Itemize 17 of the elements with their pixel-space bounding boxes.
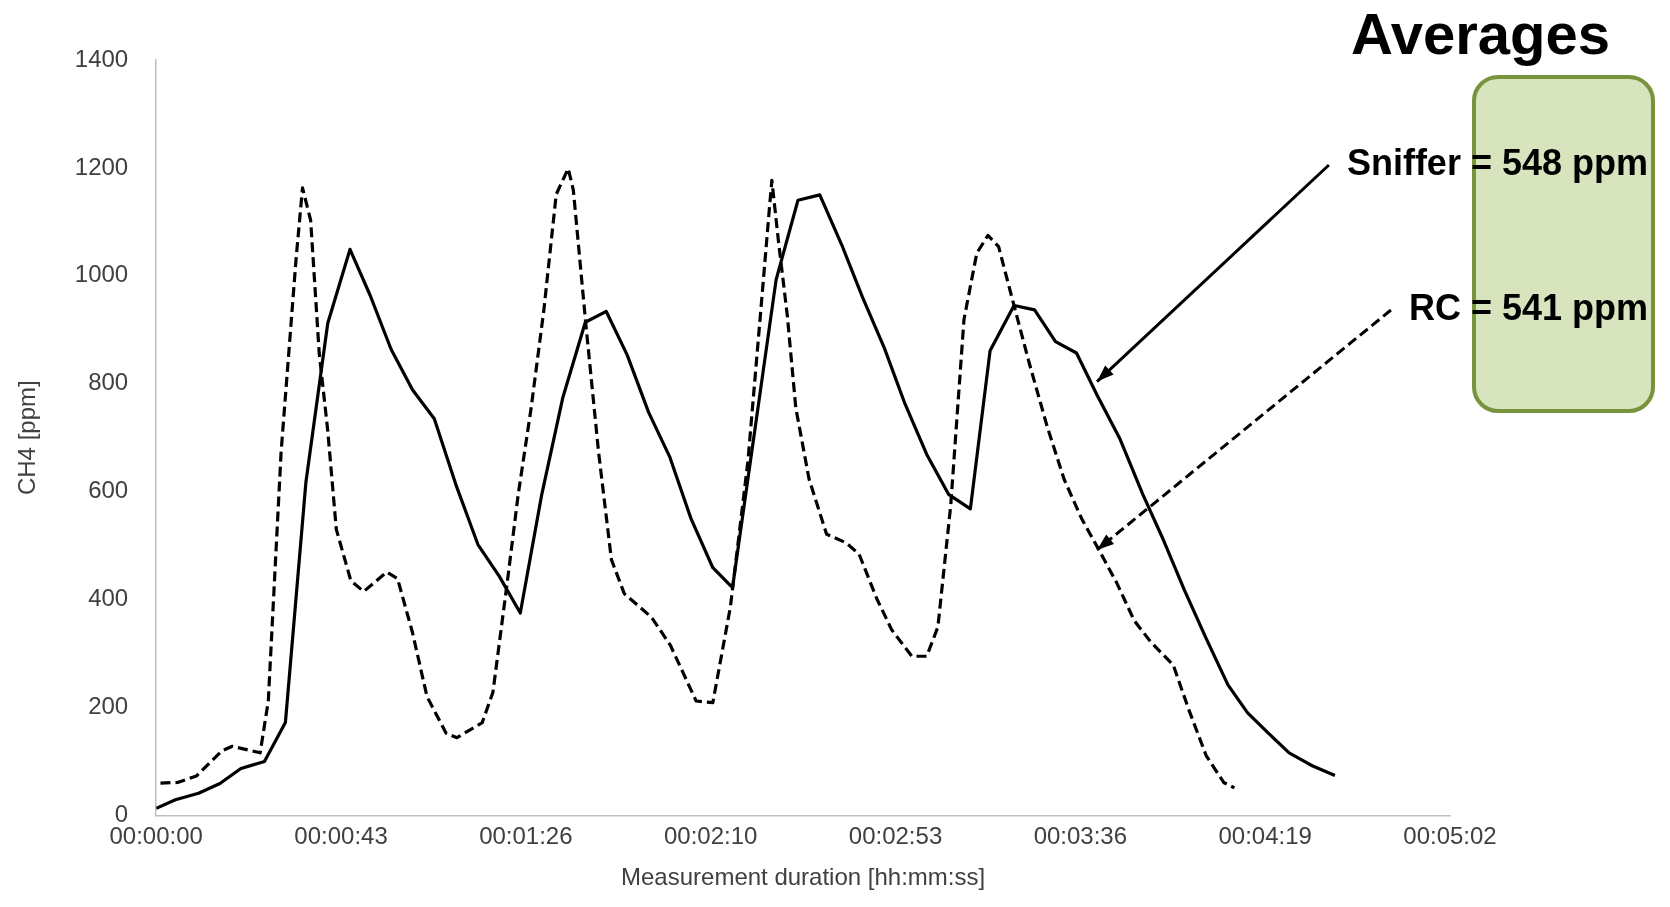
y-tick-label: 400 [88,584,129,612]
x-tick-label: 00:00:43 [294,822,388,850]
y-axis-title: CH4 [ppm] [13,380,41,496]
x-tick-label: 00:02:10 [663,822,758,850]
x-tick-label: 00:02:53 [848,822,943,850]
y-tick-label: 600 [88,476,129,504]
y-tick-label: 800 [88,368,129,396]
chart-title: Averages [1350,0,1610,67]
x-axis-title: Measurement duration [hh:mm:ss] [621,863,986,891]
y-tick-label: 1200 [74,152,129,180]
y-tick-label: 1000 [74,260,129,288]
x-tick-label: 00:04:19 [1218,822,1312,850]
x-tick-label: 00:01:26 [479,822,573,850]
y-tick-label: 1400 [74,44,129,72]
x-tick-label: 00:05:02 [1403,822,1497,850]
y-tick-label: 200 [88,692,129,720]
x-tick-label: 00:03:36 [1033,822,1128,850]
